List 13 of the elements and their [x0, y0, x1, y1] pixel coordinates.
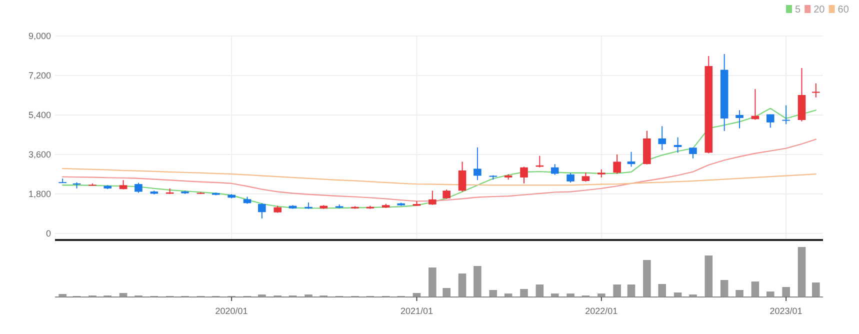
- y-tick-label: 5,400: [28, 110, 51, 120]
- x-tick-label: 2022/01: [585, 306, 618, 316]
- x-tick-label: 2020/01: [215, 306, 248, 316]
- legend-label: 60: [838, 4, 850, 16]
- legend-label: 5: [795, 4, 801, 16]
- x-tick-label: 2023/01: [770, 306, 802, 316]
- y-tick-label: 3,600: [28, 150, 51, 160]
- legend-label: 20: [814, 4, 826, 16]
- y-tick-label: 7,200: [28, 70, 51, 81]
- y-tick-label: 9,000: [28, 31, 51, 42]
- x-tick-label: 2021/01: [400, 306, 434, 316]
- y-tick-label: 0: [46, 228, 51, 239]
- y-tick-label: 1,800: [28, 189, 51, 200]
